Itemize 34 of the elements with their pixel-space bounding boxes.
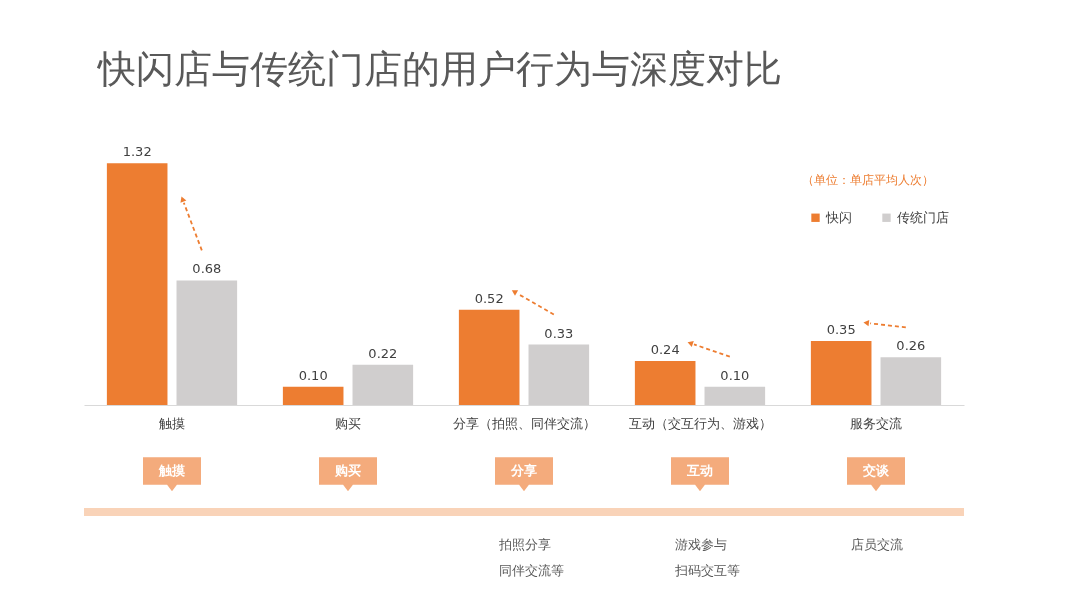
bar	[106, 163, 168, 405]
data-label: 0.26	[896, 338, 926, 354]
text: 互动	[686, 463, 713, 478]
bar	[810, 340, 872, 405]
text: 交谈	[862, 463, 890, 478]
data-label: 0.24	[650, 342, 680, 358]
text: 游戏参与	[675, 537, 727, 552]
data-label: 0.33	[544, 325, 574, 341]
text: 同伴交流等	[499, 563, 564, 578]
x-tick-label: 触摸	[159, 415, 185, 431]
text: 购买	[334, 463, 361, 478]
chart-title: 快闪店与传统门店的用户行为与深度对比	[96, 47, 782, 91]
bar	[634, 361, 696, 405]
annotation: （单位：单店平均人次）	[802, 173, 934, 187]
data-label: 0.35	[826, 321, 856, 337]
text: 触摸	[158, 463, 185, 478]
text: 店员交流	[851, 537, 903, 552]
legend-label: 快闪	[825, 209, 852, 225]
x-tick-label: 购买	[335, 415, 361, 431]
bar	[282, 386, 344, 405]
data-label: 0.68	[192, 261, 222, 277]
text: 分享	[510, 463, 537, 478]
data-label: 0.10	[298, 367, 328, 383]
legend-label: 传统门店	[897, 209, 949, 225]
data-label: 1.32	[122, 144, 152, 160]
x-tick-label: 互动（交互行为、游戏）	[628, 415, 772, 431]
text: 扫码交互等	[674, 563, 740, 578]
bar	[458, 309, 520, 405]
x-tick-label: 分享（拍照、同伴交流）	[452, 415, 596, 431]
data-label: 0.52	[474, 290, 504, 306]
text: 拍照分享	[498, 537, 551, 552]
data-label: 0.22	[368, 345, 398, 361]
x-tick-label: 服务交流	[850, 415, 902, 431]
data-label: 0.10	[720, 367, 750, 383]
